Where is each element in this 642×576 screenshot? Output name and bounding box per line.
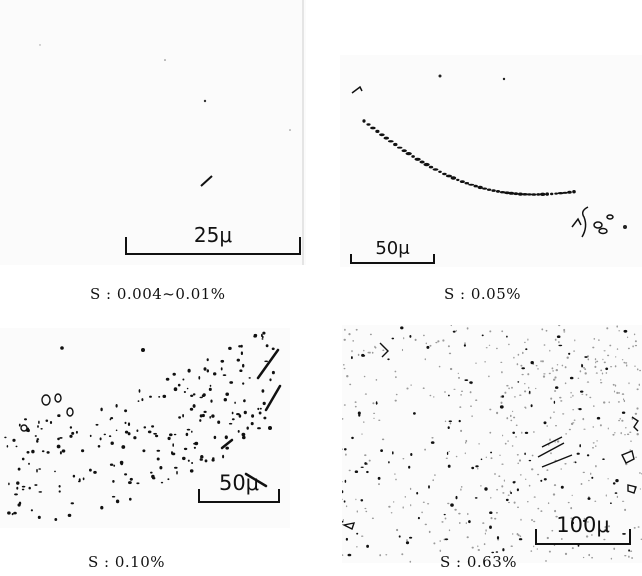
micrograph-image-4 — [342, 325, 642, 563]
micrograph-image-2 — [351, 74, 627, 238]
micrograph-panel-2: 50μ — [340, 55, 642, 267]
micrograph-panel-4: 100μ — [342, 325, 642, 563]
scale-bar-4: 100μ — [535, 515, 631, 545]
scale-bar-label: 50μ — [375, 238, 410, 259]
micrograph-panel-1: 25μ — [0, 0, 306, 265]
caption-panel-1: S : 0.004~0.01% — [90, 285, 226, 303]
scale-bar-3: 50μ — [198, 473, 280, 503]
scale-bar-2: 50μ — [350, 240, 435, 264]
micrograph-image-3 — [4, 331, 282, 521]
micrograph-panel-3: 50μ — [0, 328, 290, 528]
scale-bar-label: 50μ — [218, 471, 260, 495]
caption-panel-2: S : 0.05% — [444, 285, 522, 303]
scale-bar-label: 100μ — [556, 513, 610, 537]
scale-bar-1: 25μ — [125, 221, 301, 255]
caption-panel-3: S : 0.10% — [88, 553, 166, 571]
caption-panel-4: S : 0.63% — [440, 553, 518, 571]
micrograph-image-1 — [39, 0, 304, 265]
scale-bar-label: 25μ — [193, 223, 233, 247]
